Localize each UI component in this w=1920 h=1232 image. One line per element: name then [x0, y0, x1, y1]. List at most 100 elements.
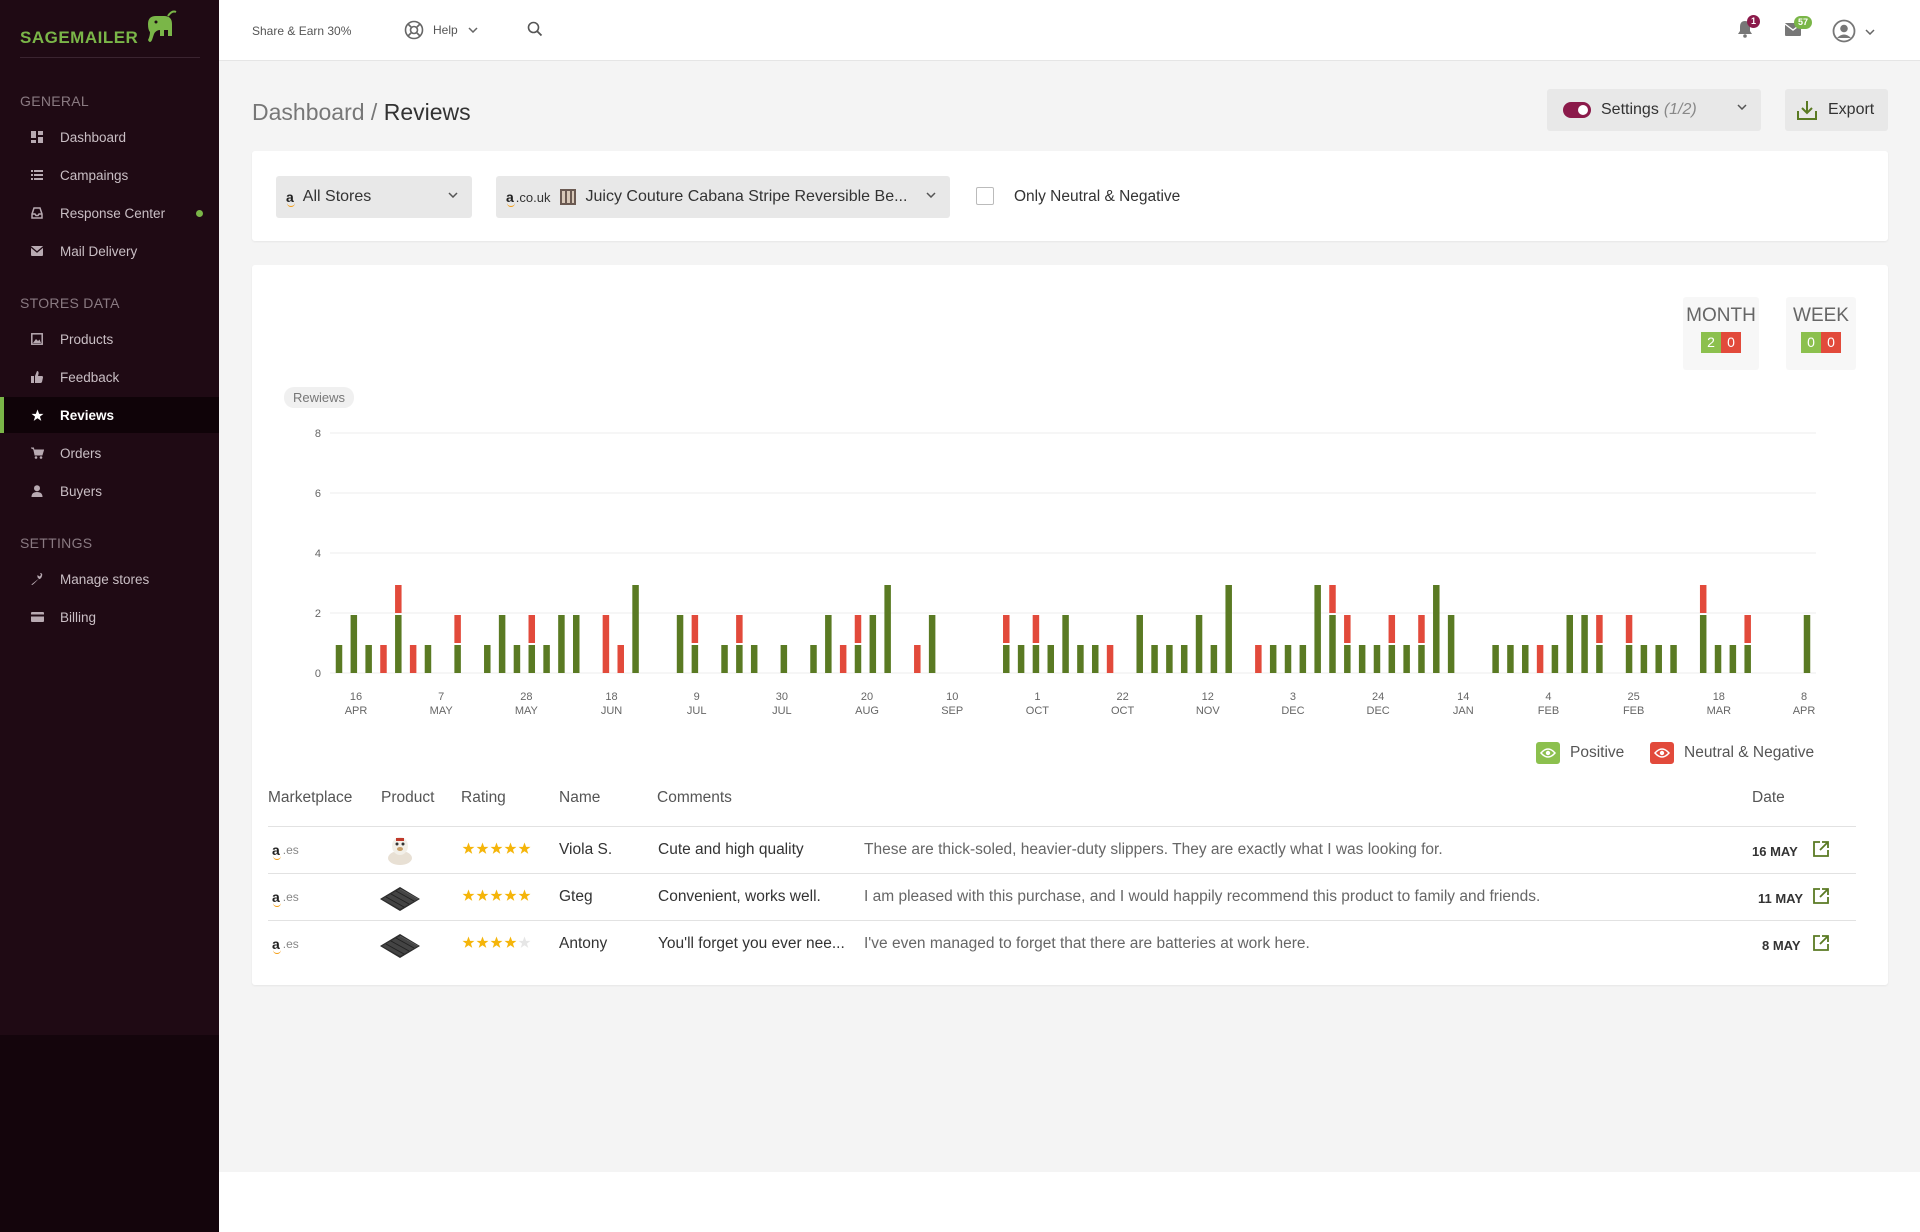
bar-positive: [1596, 645, 1603, 673]
x-tick-day: 28: [520, 691, 532, 703]
bar-positive: [395, 615, 402, 673]
keyboard-icon: [380, 887, 420, 911]
elephant-logo-icon: [148, 10, 177, 42]
star-filled-icon: [504, 842, 517, 854]
amazon-icon: a: [506, 189, 515, 207]
sidebar-item-reviews[interactable]: Reviews: [0, 397, 219, 433]
bar-positive: [750, 645, 758, 673]
bar-positive: [854, 645, 862, 673]
legend-positive[interactable]: Positive: [1536, 742, 1624, 764]
bar-positive: [1803, 615, 1811, 673]
x-tick-month: FEB: [1623, 705, 1644, 717]
inbox-icon: [30, 206, 44, 220]
sidebar-item-response-center[interactable]: Response Center: [0, 195, 219, 231]
download-icon: [1797, 101, 1817, 120]
help-menu[interactable]: Help: [404, 20, 487, 40]
product-select[interactable]: a .co.uk Juicy Couture Cabana Stripe Rev…: [496, 176, 950, 218]
bar-positive: [1314, 585, 1321, 673]
sidebar-item-campaings[interactable]: Campaings: [0, 157, 219, 193]
sidebar-item-feedback[interactable]: Feedback: [0, 359, 219, 395]
review-title: You'll forget you ever nee...: [658, 935, 845, 952]
bar-positive: [825, 615, 832, 673]
store-select[interactable]: a All Stores: [276, 176, 472, 218]
breadcrumb-root[interactable]: Dashboard: [252, 99, 365, 125]
month-summary: MONTH 2 0: [1683, 297, 1759, 370]
bar-negative: [854, 615, 862, 643]
bar-positive: [869, 615, 877, 673]
product-thumbnail-icon: [560, 189, 577, 205]
bar-positive: [1418, 645, 1425, 673]
column-header-product[interactable]: Product: [381, 789, 435, 806]
sidebar-item-label: Mail Delivery: [60, 243, 138, 259]
bar-negative: [409, 645, 417, 673]
bar-positive: [1166, 645, 1173, 673]
list-icon: [30, 168, 44, 182]
sidebar-item-manage-stores[interactable]: Manage stores: [0, 561, 219, 597]
bar-positive: [1507, 645, 1514, 673]
bar-negative: [1596, 615, 1603, 643]
x-tick-day: 24: [1372, 691, 1384, 703]
bar-positive: [1625, 645, 1633, 673]
x-tick-day: 18: [1713, 691, 1725, 703]
table-row[interactable]: a .es Antony You'll forget you ever nee..…: [268, 920, 1856, 967]
legend-negative[interactable]: Neutral & Negative: [1650, 742, 1814, 764]
marketplace-cell: a .es: [272, 842, 299, 860]
section-general: GENERAL: [20, 93, 90, 109]
breadcrumb: Dashboard / Reviews: [252, 99, 471, 126]
y-tick-label: 0: [315, 668, 321, 680]
review-title: Convenient, works well.: [658, 888, 821, 905]
top-bar: Share & Earn 30% Help 1 57: [219, 0, 1920, 61]
table-row[interactable]: a .es Gteg Convenient, works well. I am p…: [268, 873, 1856, 920]
star-filled-icon: [504, 889, 517, 901]
column-header-date[interactable]: Date: [1752, 789, 1785, 806]
bar-positive: [1062, 615, 1069, 673]
sidebar-item-billing[interactable]: Billing: [0, 599, 219, 635]
search-icon[interactable]: [527, 21, 543, 42]
external-link-icon[interactable]: [1812, 840, 1830, 858]
user-menu[interactable]: [1832, 19, 1875, 48]
external-link-icon[interactable]: [1812, 934, 1830, 952]
sidebar-item-buyers[interactable]: Buyers: [0, 473, 219, 509]
export-button[interactable]: Export: [1785, 89, 1888, 131]
notifications-button[interactable]: 1: [1737, 15, 1761, 43]
messages-button[interactable]: 57: [1784, 16, 1813, 42]
star-empty-icon: [518, 936, 531, 948]
sidebar-item-mail-delivery[interactable]: Mail Delivery: [0, 233, 219, 269]
sidebar-item-orders[interactable]: Orders: [0, 435, 219, 471]
bar-positive: [1358, 645, 1366, 673]
column-header-name[interactable]: Name: [559, 789, 601, 806]
store-select-value: All Stores: [302, 188, 372, 205]
reviews-card: MONTH 2 0 WEEK 0 0 Rewiews 0 2 4 6 8 16 APR 7 MA…: [252, 265, 1888, 985]
notifications-badge: 1: [1747, 15, 1761, 28]
logo[interactable]: SAGEMAILER: [20, 6, 200, 58]
bar-negative: [528, 615, 536, 643]
external-link-icon[interactable]: [1812, 887, 1830, 905]
rating-stars: [462, 936, 532, 949]
bar-negative: [380, 645, 387, 673]
bar-positive: [810, 645, 817, 673]
star-filled-icon: [518, 842, 531, 854]
legend-label: Positive: [1570, 744, 1625, 761]
y-tick-label: 4: [315, 548, 321, 560]
bar-positive: [780, 645, 788, 673]
marketplace-cell: a .es: [272, 936, 299, 954]
week-positive-count: 0: [1801, 332, 1821, 353]
settings-dropdown[interactable]: Settings (1/2): [1547, 89, 1761, 131]
column-header-marketplace[interactable]: Marketplace: [268, 789, 353, 806]
only-negative-checkbox[interactable]: [976, 187, 994, 205]
share-earn-link[interactable]: Share & Earn 30%: [252, 24, 352, 38]
column-header-comments[interactable]: Comments: [657, 789, 732, 806]
sidebar-item-products[interactable]: Products: [0, 321, 219, 357]
rating-stars: [462, 842, 532, 855]
only-negative-label[interactable]: Only Neutral & Negative: [1014, 188, 1181, 205]
month-label: MONTH: [1686, 305, 1756, 326]
sidebar: SAGEMAILER GENERAL Dashboard Campaings R…: [0, 0, 219, 1232]
review-date: 11 MAY: [1758, 891, 1804, 906]
sidebar-item-dashboard[interactable]: Dashboard: [0, 119, 219, 155]
marketplace-label: .co.uk: [515, 189, 551, 205]
table-row[interactable]: a .es Viola S. Cute and high quality Thes…: [268, 826, 1856, 873]
column-header-rating[interactable]: Rating: [461, 789, 506, 806]
bar-negative: [1418, 615, 1425, 643]
settings-toggle[interactable]: [1563, 102, 1591, 118]
bar-negative: [1329, 585, 1336, 613]
